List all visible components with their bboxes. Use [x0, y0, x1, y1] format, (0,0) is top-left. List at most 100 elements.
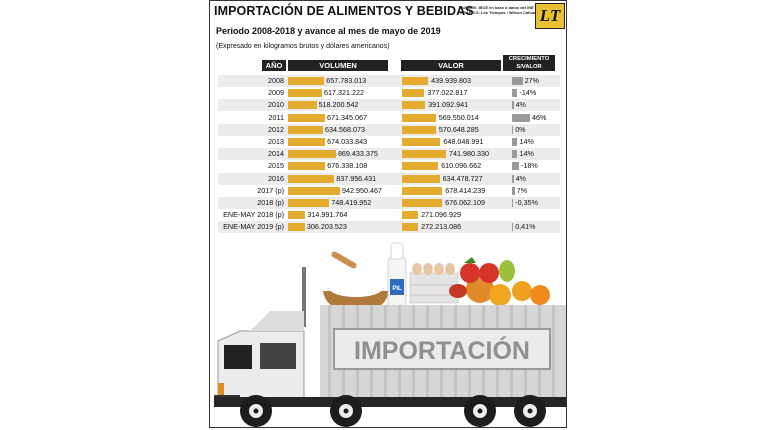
table-row: 2015 676.338.108 610.096.662 -18%: [218, 160, 560, 172]
growth-label: 46%: [532, 112, 547, 122]
row-year: ENE-MAY 2018 (p): [223, 210, 284, 220]
volume-label: 748.419.952: [331, 198, 372, 207]
fruits-icon: [449, 257, 550, 306]
exhaust-pipe-icon: [302, 267, 306, 327]
column-header-value: VALOR: [401, 60, 501, 71]
import-illustration: PIL: [214, 242, 566, 427]
value-bar: [402, 89, 425, 98]
value-bar: [402, 101, 426, 110]
volume-label: 869.433.375: [337, 149, 378, 159]
table-row: 2009 617.321.222 377.022.817 -14%: [218, 87, 560, 99]
value-label: 271.096.929: [421, 210, 462, 220]
growth-bar: [512, 199, 514, 207]
value-bar: [402, 162, 439, 171]
milk-label: PIL: [392, 286, 402, 292]
volume-bar: [288, 199, 330, 207]
row-year: 2011: [268, 112, 284, 122]
table-row: 2018 (p) 748.419.952 676.062.109 -0,35%: [218, 197, 560, 209]
volume-bar: [288, 125, 323, 134]
volume-label: 674.033.843: [327, 137, 368, 146]
volume-label: 306.203.523: [306, 222, 347, 232]
row-year: 2017 (p): [257, 185, 284, 195]
value-bar: [402, 150, 446, 159]
chart-subtitle: Periodo 2008-2018 y avance al mes de may…: [216, 26, 441, 36]
volume-label: 518.200.542: [318, 100, 359, 110]
truck-cab-icon: [214, 311, 305, 406]
source-credits: FUENTE: IBCE en base a datos del INE GRÁ…: [460, 5, 540, 15]
value-bar: [402, 186, 443, 195]
growth-label: 14%: [519, 149, 534, 159]
volume-label: 942.950.467: [342, 185, 382, 195]
row-year: 2014: [268, 149, 284, 159]
units-note: (Expresado en kilogramos brutos y dólare…: [216, 43, 390, 50]
volume-bar: [288, 77, 325, 85]
growth-label: 4%: [515, 100, 526, 110]
growth-bar: [512, 162, 520, 171]
volume-label: 837.956.431: [336, 173, 377, 183]
volume-bar: [288, 101, 317, 110]
milk-bottle-icon: PIL: [387, 242, 407, 312]
volume-label: 617.321.222: [324, 88, 365, 98]
table-row: 2010 518.200.542 391.092.941 4%: [218, 99, 560, 112]
truck-chassis: [214, 397, 566, 407]
growth-bar: [512, 89, 518, 98]
value-label: 676.062.109: [445, 198, 486, 207]
row-year: 2016: [268, 173, 284, 183]
row-year: ENE-MAY 2019 (p): [223, 222, 284, 232]
value-bar: [402, 211, 419, 220]
volume-bar: [288, 223, 305, 232]
growth-bar: [512, 125, 514, 134]
volume-bar: [288, 113, 326, 122]
value-bar: [402, 174, 440, 183]
growth-label: 4%: [515, 173, 526, 183]
row-year: 2013: [268, 137, 284, 146]
growth-label: 0,41%: [515, 222, 536, 232]
flour-bowl-icon: [323, 251, 389, 313]
growth-label: 27%: [524, 76, 539, 85]
infographic: IMPORTACIÓN DE ALIMENTOS Y BEBIDAS FUENT…: [209, 0, 567, 428]
value-label: 741.980.330: [449, 149, 489, 159]
volume-bar: [288, 150, 336, 159]
volume-bar: [288, 211, 306, 220]
row-year: 2009: [268, 88, 284, 98]
table-row: 2017 (p) 942.950.467 678.414.239 7%: [218, 185, 560, 197]
growth-label: 0%: [515, 124, 526, 134]
table-row: 2011 671.345.067 569.550.014 46%: [218, 112, 560, 124]
value-label: 570.648.285: [438, 124, 479, 134]
truck-container: IMPORTACIÓN: [320, 305, 566, 397]
volume-bar: [288, 89, 323, 98]
column-header-growth-bg: [503, 55, 555, 71]
row-year: 2018 (p): [257, 198, 284, 207]
growth-bar: [512, 101, 514, 110]
table-row: 2008 657.783.013 439.939.803 27%: [218, 75, 560, 87]
value-label: 391.092.941: [428, 100, 469, 110]
column-header-year: AÑO: [262, 60, 286, 71]
eggs-icon: [409, 263, 459, 304]
growth-bar: [512, 186, 515, 195]
column-header-growth: CRECIMIENTO S/VALOR: [503, 55, 555, 71]
volume-label: 676.338.108: [327, 161, 368, 171]
column-header-volume: VOLUMEN: [288, 60, 388, 71]
growth-bar: [512, 138, 518, 146]
credit-line: GRÁFICO: Los Tiempos / Wilson Cahuaya: [460, 10, 540, 15]
value-bar: [402, 125, 436, 134]
growth-label: 14%: [519, 137, 534, 146]
value-bar: [402, 138, 441, 146]
source-line: FUENTE: IBCE en base a datos del INE: [460, 5, 534, 10]
row-year: 2008: [268, 76, 284, 85]
growth-bar: [512, 77, 523, 85]
growth-bar: [512, 223, 514, 232]
growth-bar: [512, 174, 514, 183]
volume-label: 657.783.013: [326, 76, 367, 85]
volume-bar: [288, 138, 326, 146]
growth-header-line2: S/VALOR: [516, 64, 542, 70]
value-label: 439.939.803: [431, 76, 472, 85]
row-year: 2012: [268, 124, 284, 134]
value-label: 634.478.727: [442, 173, 483, 183]
value-label: 678.414.239: [445, 185, 486, 195]
table-row: 2012 634.568.073 570.648.285 0%: [218, 123, 560, 136]
volume-bar: [288, 174, 335, 183]
value-label: 610.096.662: [441, 161, 482, 171]
table-row: ENE-MAY 2019 (p) 306.203.523 272.213.086 0,…: [218, 221, 560, 234]
value-label: 272.213.086: [421, 222, 462, 232]
